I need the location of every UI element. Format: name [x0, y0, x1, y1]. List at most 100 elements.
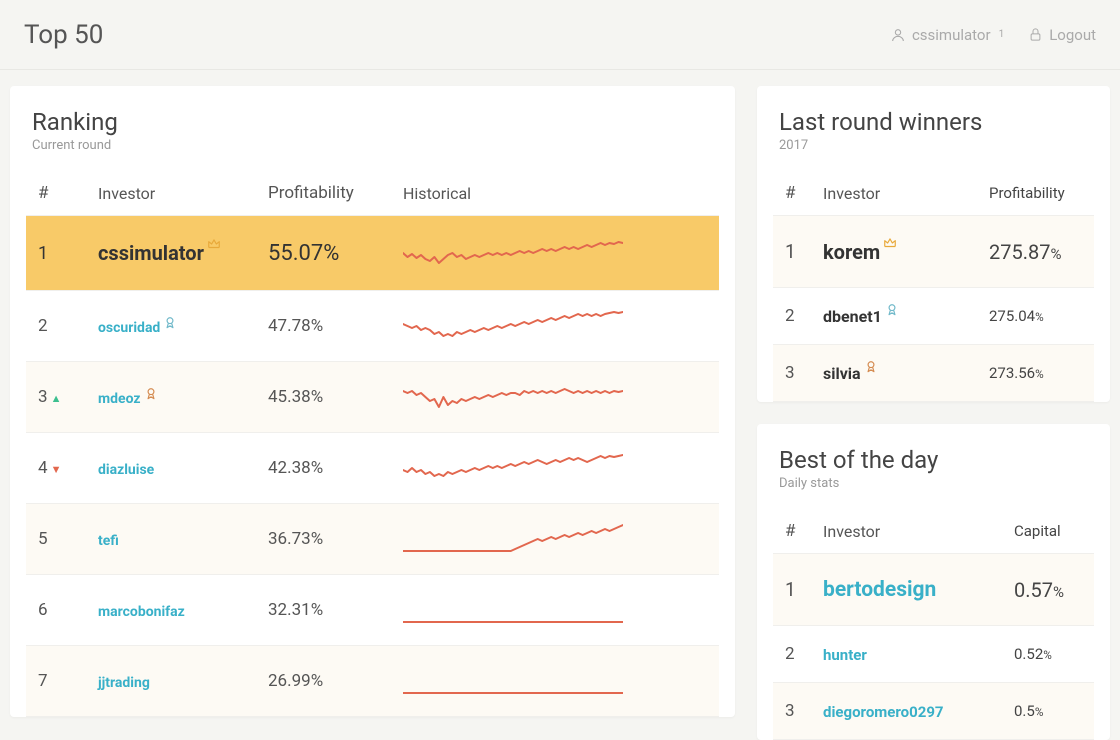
- ranking-subtitle: Current round: [32, 138, 713, 153]
- winners-row: 2 dbenet1 275.04%: [773, 288, 1094, 345]
- col-investor: Investor: [817, 522, 1008, 541]
- trend-up-icon: ▲: [51, 392, 62, 405]
- investor-link[interactable]: hunter: [823, 646, 867, 664]
- ranking-row: 3▲ mdeoz 45.38%: [26, 362, 719, 433]
- rank-value: 3▲: [32, 387, 92, 407]
- profitability-value: 32.31%: [262, 600, 397, 620]
- best-row: 2 hunter 0.52%: [773, 626, 1094, 683]
- rank-value: 2: [32, 316, 92, 336]
- investor-link[interactable]: diegoromero0297: [823, 703, 944, 721]
- investor-link[interactable]: mdeoz: [98, 391, 158, 407]
- winners-card: Last round winners 2017 # Investor Profi…: [757, 86, 1110, 402]
- investor-link[interactable]: bertodesign: [823, 578, 936, 602]
- rank-value: 3: [779, 701, 817, 721]
- profitability-value: 26.99%: [262, 671, 397, 691]
- crown-icon: [207, 237, 221, 251]
- rank-value: 5: [32, 529, 92, 549]
- topbar: Top 50 cssimulator 1 Logout: [0, 0, 1120, 70]
- medal-icon: [163, 316, 177, 330]
- username-label: cssimulator: [912, 26, 991, 44]
- ranking-row: 2 oscuridad 47.78%: [26, 291, 719, 362]
- investor-link[interactable]: dbenet1: [823, 307, 899, 326]
- ranking-row: 4▼ diazluise 42.38%: [26, 433, 719, 504]
- investor-link[interactable]: cssimulator: [98, 241, 221, 265]
- sparkline-chart: [403, 661, 623, 701]
- ranking-title: Ranking: [32, 108, 713, 136]
- crown-icon: [883, 236, 897, 250]
- medal-icon: [885, 303, 899, 317]
- logout-button[interactable]: Logout: [1028, 26, 1096, 44]
- profitability-value: 275.87%: [983, 240, 1088, 264]
- profitability-value: 47.78%: [262, 316, 397, 336]
- rank-value: 7: [32, 671, 92, 691]
- investor-link[interactable]: tefi: [98, 533, 119, 549]
- rank-value: 4▼: [32, 458, 92, 478]
- sparkline-chart: [403, 377, 623, 417]
- sparkline-chart: [403, 233, 623, 273]
- sparkline-chart: [403, 448, 623, 488]
- rank-value: 2: [779, 644, 817, 664]
- rank-value: 3: [779, 363, 817, 383]
- user-badge-count: 1: [999, 29, 1005, 40]
- profitability-value: 275.04%: [983, 307, 1088, 325]
- profitability-value: 273.56%: [983, 364, 1088, 382]
- col-profitability: Profitability: [983, 184, 1088, 202]
- col-historical: Historical: [397, 184, 713, 203]
- logout-label: Logout: [1049, 26, 1096, 44]
- rank-value: 1: [779, 240, 817, 263]
- user-icon: [890, 27, 906, 43]
- col-profitability: Profitability: [262, 183, 397, 203]
- rank-value: 1: [779, 578, 817, 601]
- investor-link[interactable]: diazluise: [98, 462, 154, 478]
- profitability-value: 45.38%: [262, 387, 397, 407]
- rank-value: 2: [779, 306, 817, 326]
- winners-row: 3 silvia 273.56%: [773, 345, 1094, 402]
- best-row: 3 diegoromero0297 0.5%: [773, 683, 1094, 740]
- profitability-value: 36.73%: [262, 529, 397, 549]
- profitability-value: 42.38%: [262, 458, 397, 478]
- investor-link[interactable]: marcobonifaz: [98, 604, 185, 620]
- ranking-row: 1 cssimulator 55.07%: [26, 216, 719, 291]
- page-title: Top 50: [24, 20, 103, 50]
- winners-table: # Investor Profitability 1 korem 275.87% 2d…: [773, 171, 1094, 402]
- best-card: Best of the day Daily stats # Investor C…: [757, 424, 1110, 740]
- col-rank: #: [779, 521, 817, 541]
- ranking-row: 7 jjtrading 26.99%: [26, 646, 719, 717]
- sparkline-chart: [403, 306, 623, 346]
- user-menu[interactable]: cssimulator 1: [890, 26, 1004, 44]
- ranking-table: # Investor Profitability Historical 1 css…: [26, 171, 719, 717]
- content: Ranking Current round # Investor Profita…: [0, 70, 1120, 740]
- topbar-right: cssimulator 1 Logout: [890, 26, 1096, 44]
- profitability-value: 55.07%: [262, 241, 397, 266]
- rank-value: 6: [32, 600, 92, 620]
- ranking-row: 6 marcobonifaz 32.31%: [26, 575, 719, 646]
- trend-down-icon: ▼: [51, 463, 62, 476]
- col-rank: #: [779, 183, 817, 203]
- winners-subtitle: 2017: [779, 138, 1088, 153]
- col-rank: #: [32, 183, 92, 203]
- medal-icon: [144, 387, 158, 401]
- best-subtitle: Daily stats: [779, 476, 1088, 491]
- lock-icon: [1028, 27, 1043, 42]
- investor-link[interactable]: jjtrading: [98, 675, 150, 691]
- capital-value: 0.57%: [1008, 578, 1088, 602]
- investor-link[interactable]: oscuridad: [98, 320, 177, 336]
- col-investor: Investor: [817, 184, 983, 203]
- winners-row: 1 korem 275.87%: [773, 216, 1094, 288]
- col-investor: Investor: [92, 184, 262, 203]
- sparkline-chart: [403, 519, 623, 559]
- capital-value: 0.5%: [1008, 702, 1088, 720]
- winners-title: Last round winners: [779, 108, 1088, 136]
- capital-value: 0.52%: [1008, 645, 1088, 663]
- medal-icon: [864, 360, 878, 374]
- col-capital: Capital: [1008, 522, 1088, 540]
- best-table: # Investor Capital 1 bertodesign 0.57% 2 hun…: [773, 509, 1094, 740]
- ranking-card: Ranking Current round # Investor Profita…: [10, 86, 735, 717]
- ranking-row: 5 tefi 36.73%: [26, 504, 719, 575]
- investor-link[interactable]: silvia: [823, 364, 878, 383]
- sparkline-chart: [403, 590, 623, 630]
- investor-link[interactable]: korem: [823, 240, 897, 264]
- rank-value: 1: [32, 243, 92, 264]
- best-title: Best of the day: [779, 446, 1088, 474]
- best-row: 1 bertodesign 0.57%: [773, 554, 1094, 626]
